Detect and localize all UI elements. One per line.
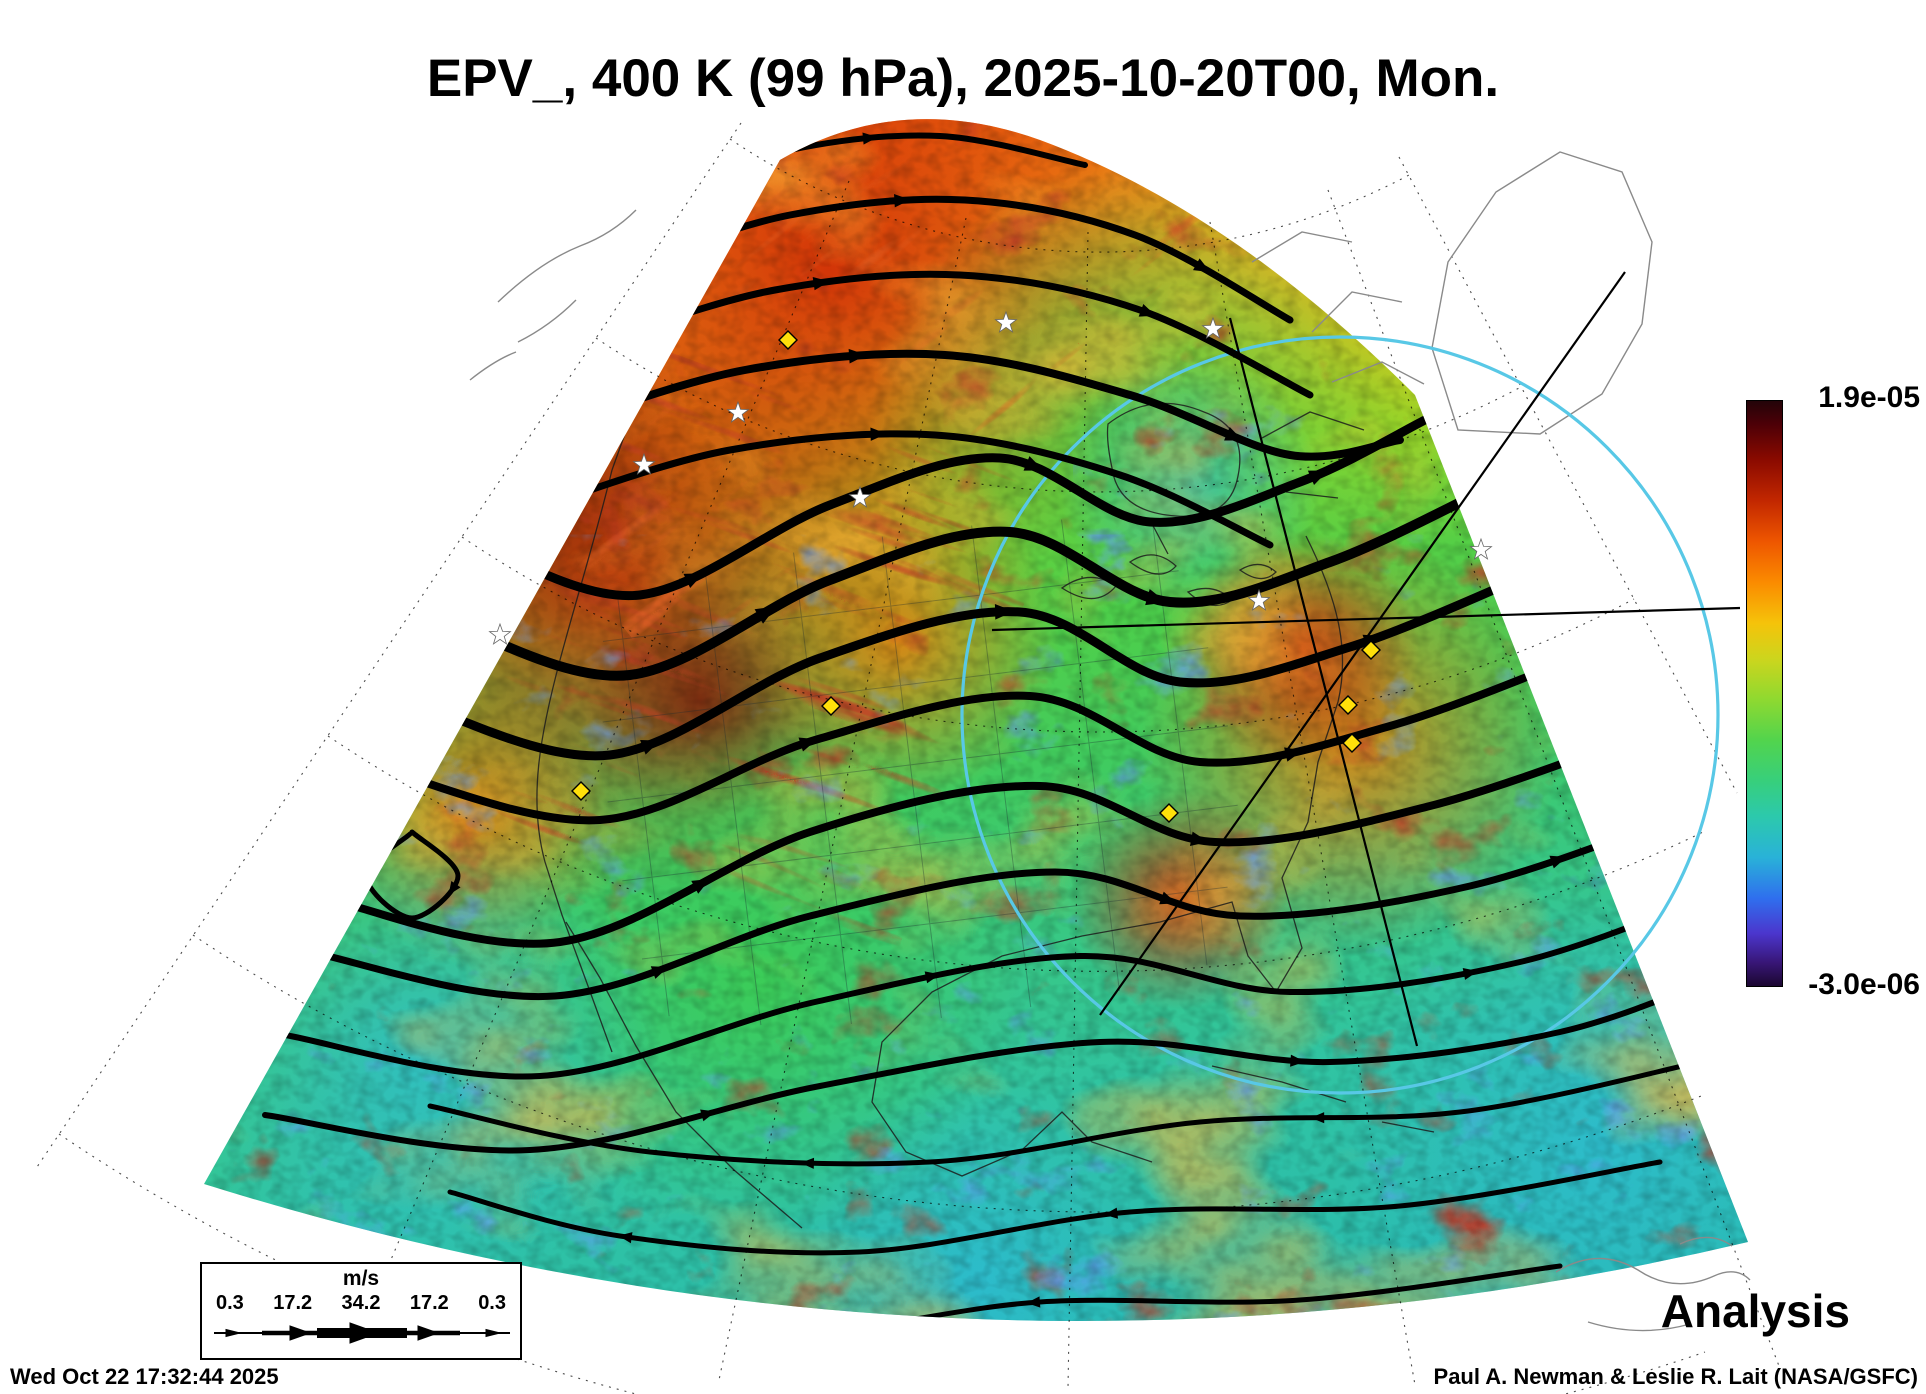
colorbar-gradient — [1746, 400, 1783, 987]
range-circle — [960, 335, 1720, 1095]
wind-tick: 34.2 — [341, 1292, 381, 1314]
star-marker-icon — [1201, 316, 1225, 339]
wind-scale-legend: m/s 0.3 17.2 34.2 17.2 0.3 — [200, 1262, 522, 1360]
wind-streamlines — [262, 132, 1733, 1321]
plot-title: EPV_, 400 K (99 hPa), 2025-10-20T00, Mon… — [426, 49, 1500, 108]
wind-tick: 17.2 — [409, 1292, 449, 1314]
star-marker-icon — [1469, 537, 1493, 560]
analysis-label: Analysis — [1660, 1285, 1850, 1337]
diamond-marker-icon — [1342, 733, 1362, 753]
wind-units-label: m/s — [342, 1267, 380, 1290]
diamond-marker-icon — [778, 330, 798, 350]
site-markers — [488, 310, 1493, 823]
star-marker-icon — [848, 485, 872, 508]
graticule — [36, 122, 1780, 1394]
credit-label: Paul A. Newman & Leslie R. Lait (NASA/GS… — [1433, 1364, 1918, 1389]
wind-tick-labels: 0.3 17.2 34.2 17.2 0.3 — [202, 1292, 520, 1315]
diamond-marker-icon — [1361, 640, 1381, 660]
diamond-marker-icon — [1338, 695, 1358, 715]
wind-tick: 17.2 — [273, 1292, 313, 1314]
wind-tick: 0.3 — [478, 1292, 506, 1314]
diamond-marker-icon — [821, 696, 841, 716]
star-marker-icon — [488, 622, 512, 645]
star-marker-icon — [994, 310, 1018, 333]
diamond-marker-icon — [1159, 803, 1179, 823]
diamond-marker-icon — [571, 781, 591, 801]
star-marker-icon — [632, 452, 656, 475]
colorbar-max-label: 1.9e-05 — [1818, 381, 1920, 414]
coastlines-outside-map — [469, 151, 1751, 1332]
wind-tick: 0.3 — [216, 1292, 244, 1314]
star-marker-icon — [726, 400, 750, 423]
wind-scale-arrows — [214, 1322, 510, 1344]
star-marker-icon — [1247, 588, 1271, 611]
generated-timestamp: Wed Oct 22 17:32:44 2025 — [10, 1364, 279, 1389]
colorbar-min-label: -3.0e-06 — [1808, 968, 1920, 1001]
